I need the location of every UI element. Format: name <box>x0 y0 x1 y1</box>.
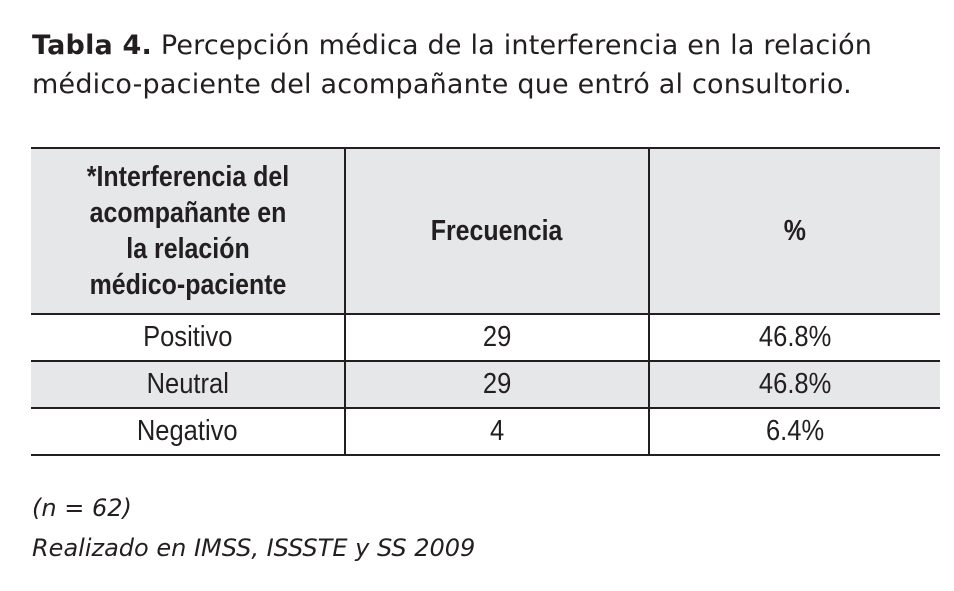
table-notes: (n = 62) Realizado en IMSS, ISSSTE y SS … <box>32 488 475 568</box>
table-header-row: *Interferencia del acompañante en la rel… <box>31 147 940 315</box>
cell-percent: 46.8% <box>648 360 940 409</box>
frequency-table: *Interferencia del acompañante en la rel… <box>31 147 940 456</box>
cell-category: Negativo <box>31 407 346 456</box>
table-row: Negativo 4 6.4% <box>31 407 940 456</box>
cell-category: Neutral <box>31 360 346 409</box>
cell-frequency: 4 <box>344 407 650 456</box>
column-header-frequency: Frecuencia <box>344 147 650 315</box>
table-number-label: Tabla 4. <box>32 30 153 61</box>
cell-frequency: 29 <box>344 360 650 409</box>
cell-percent: 46.8% <box>648 313 940 362</box>
column-header-percent: % <box>648 147 940 315</box>
cell-frequency: 29 <box>344 313 650 362</box>
cell-percent: 6.4% <box>648 407 940 456</box>
column-header-interference: *Interferencia del acompañante en la rel… <box>31 147 346 315</box>
source-note: Realizado en IMSS, ISSSTE y SS 2009 <box>32 534 476 562</box>
table-caption: Tabla 4. Percepción médica de la interfe… <box>32 26 947 104</box>
table-row: Positivo 29 46.8% <box>31 313 940 362</box>
sample-size-note: (n = 62) <box>32 494 132 522</box>
table-row: Neutral 29 46.8% <box>31 360 940 409</box>
cell-category: Positivo <box>31 313 346 362</box>
table-caption-text: Percepción médica de la interferencia en… <box>32 30 873 100</box>
